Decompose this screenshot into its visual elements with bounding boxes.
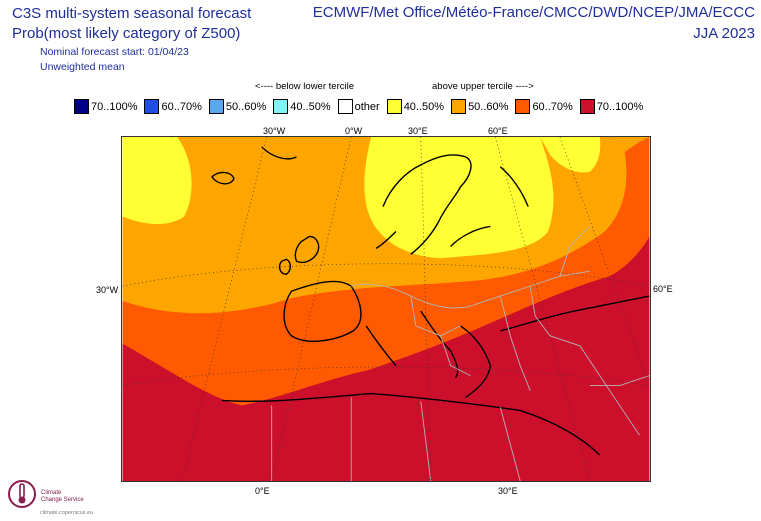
legend-label: 50..60%: [468, 100, 509, 113]
graticule: [122, 137, 650, 481]
logo-name-line-2: Change Service: [41, 497, 84, 503]
legend-label: other: [354, 100, 380, 113]
lon-label-bottom-1: 30°E: [498, 486, 518, 496]
legend-item: 70..100%: [579, 99, 644, 114]
legend-swatch: [144, 99, 160, 114]
legend-swatch: [74, 99, 89, 114]
legend-swatch: [579, 99, 595, 114]
legend-label: 60..70%: [532, 100, 573, 113]
season-label: JJA 2023: [693, 25, 755, 42]
legend-item: other: [337, 99, 380, 114]
weighting-label: Unweighted mean: [40, 61, 125, 73]
legend-swatch: [386, 99, 402, 114]
copernicus-logo-icon: [8, 480, 36, 508]
logo-url: climate.copernicus.eu: [40, 510, 94, 516]
legend-item: 60..70%: [144, 99, 202, 114]
probability-map: [121, 136, 651, 482]
legend-item: 50..60%: [208, 99, 267, 114]
legend-label: 40..50%: [290, 100, 331, 113]
legend-swatch: [451, 99, 467, 114]
lon-label-bottom-0: 0°E: [255, 486, 270, 496]
legend-label: 60..70%: [161, 100, 202, 113]
legend-label: 50..60%: [225, 100, 267, 113]
legend-item: 50..60%: [451, 99, 508, 114]
title-line-2: Prob(most likely category of Z500): [12, 25, 241, 42]
lon-label-top-0: 30°W: [263, 126, 286, 136]
legend-label: 70..100%: [596, 100, 644, 113]
legend-item: 40..50%: [386, 99, 445, 114]
lon-label-top-2: 30°E: [408, 126, 428, 136]
legend-label: 40..50%: [403, 100, 445, 113]
legend-label: 70..100%: [91, 100, 138, 113]
legend-swatch: [208, 99, 224, 114]
legend-swatch: [273, 99, 289, 114]
lat-label-left: 30°W: [96, 285, 119, 295]
coastlines: [211, 146, 650, 456]
zone-north-atlantic-yellow: [122, 137, 192, 225]
legend-swatch: [337, 99, 353, 114]
legend-swatch: [515, 99, 531, 114]
lon-label-top-1: 0°W: [345, 126, 363, 136]
legend-item: 60..70%: [515, 99, 573, 114]
centres-label: ECMWF/Met Office/Météo-France/CMCC/DWD/N…: [312, 4, 755, 21]
zone-mediterranean-north-africa-middle-east: [122, 236, 650, 481]
logo-name-line-1: Climate: [41, 490, 62, 496]
country-borders: [271, 226, 650, 481]
above-tercile-label: above upper tercile ---->: [432, 81, 534, 92]
legend: 70..100% 60..70% 50..60% 40..50% other 40..50…: [74, 99, 650, 114]
zone-arctic-yellow: [540, 137, 601, 173]
title-line-1: C3S multi-system seasonal forecast: [12, 5, 252, 22]
below-tercile-label: <---- below lower tercile: [255, 81, 354, 92]
legend-item: 40..50%: [273, 99, 331, 114]
legend-item: 70..100%: [74, 99, 137, 114]
zone-north-scandinavia: [364, 137, 554, 259]
lat-label-right: 60°E: [653, 284, 673, 294]
nominal-start: Nominal forecast start: 01/04/23: [40, 46, 189, 58]
logo-name: Climate Change Service: [41, 490, 84, 504]
lon-label-top-3: 60°E: [488, 126, 508, 136]
